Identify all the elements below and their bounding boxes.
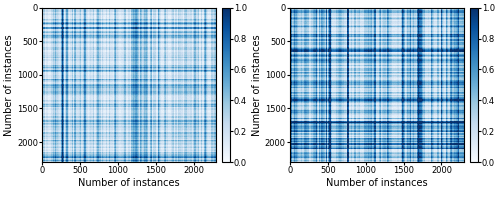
X-axis label: Number of instances: Number of instances: [78, 178, 180, 188]
Y-axis label: Number of instances: Number of instances: [252, 34, 262, 136]
Y-axis label: Number of instances: Number of instances: [4, 34, 14, 136]
X-axis label: Number of instances: Number of instances: [326, 178, 428, 188]
